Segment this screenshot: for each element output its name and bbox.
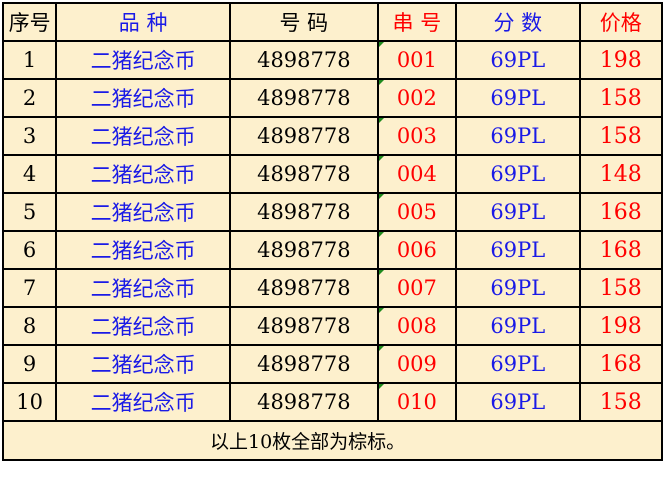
price-cell: 158 (578, 116, 664, 156)
price-cell: 198 (578, 306, 664, 346)
price-cell: 198 (578, 40, 664, 80)
variety-cell: 二猪纪念币 (55, 40, 232, 80)
code-cell: 4898778 (229, 78, 379, 118)
header-grade: 分 数 (455, 2, 581, 42)
price-cell: 158 (578, 78, 664, 118)
table-row: 1 二猪纪念币 4898778 001 69PL 198 (1, 40, 664, 80)
grade-cell: 69PL (455, 230, 581, 270)
price-cell: 158 (578, 382, 664, 422)
table-row: 5 二猪纪念币 4898778 005 69PL 168 (1, 192, 664, 232)
header-serial: 串 号 (376, 2, 458, 42)
grade-cell: 69PL (455, 268, 581, 308)
row-number: 10 (1, 382, 58, 422)
variety-cell: 二猪纪念币 (55, 192, 232, 232)
header-code: 号 码 (229, 2, 379, 42)
variety-cell: 二猪纪念币 (55, 116, 232, 156)
header-variety: 品 种 (55, 2, 232, 42)
code-cell: 4898778 (229, 306, 379, 346)
row-number: 5 (1, 192, 58, 232)
grade-cell: 69PL (455, 116, 581, 156)
table-row: 9 二猪纪念币 4898778 009 69PL 168 (1, 344, 664, 384)
serial-cell: 003 (376, 116, 458, 156)
grade-cell: 69PL (455, 154, 581, 194)
table-row: 4 二猪纪念币 4898778 004 69PL 148 (1, 154, 664, 194)
serial-cell: 004 (376, 154, 458, 194)
code-cell: 4898778 (229, 192, 379, 232)
serial-cell: 005 (376, 192, 458, 232)
code-cell: 4898778 (229, 40, 379, 80)
code-cell: 4898778 (229, 230, 379, 270)
table-row: 8 二猪纪念币 4898778 008 69PL 198 (1, 306, 664, 346)
code-cell: 4898778 (229, 116, 379, 156)
code-cell: 4898778 (229, 268, 379, 308)
variety-cell: 二猪纪念币 (55, 382, 232, 422)
price-cell: 168 (578, 344, 664, 384)
table-row: 7 二猪纪念币 4898778 007 69PL 158 (1, 268, 664, 308)
row-number: 9 (1, 344, 58, 384)
footer-note: 以上10枚全部为棕标。 (2, 420, 663, 461)
table-row: 10 二猪纪念币 4898778 010 69PL 158 (1, 382, 664, 422)
variety-cell: 二猪纪念币 (55, 268, 232, 308)
variety-cell: 二猪纪念币 (55, 230, 232, 270)
row-number: 1 (1, 40, 58, 80)
header-price: 价格 (578, 2, 664, 42)
variety-cell: 二猪纪念币 (55, 78, 232, 118)
serial-cell: 007 (376, 268, 458, 308)
price-cell: 148 (578, 154, 664, 194)
grade-cell: 69PL (455, 306, 581, 346)
grade-cell: 69PL (455, 344, 581, 384)
price-cell: 158 (578, 268, 664, 308)
price-cell: 168 (578, 230, 664, 270)
grade-cell: 69PL (455, 382, 581, 422)
serial-cell: 008 (376, 306, 458, 346)
grade-cell: 69PL (455, 40, 581, 80)
variety-cell: 二猪纪念币 (55, 344, 232, 384)
header-row: 序号 品 种 号 码 串 号 分 数 价格 (1, 2, 664, 42)
row-number: 4 (1, 154, 58, 194)
grade-cell: 69PL (455, 78, 581, 118)
code-cell: 4898778 (229, 344, 379, 384)
serial-cell: 006 (376, 230, 458, 270)
variety-cell: 二猪纪念币 (55, 306, 232, 346)
table-row: 6 二猪纪念币 4898778 006 69PL 168 (1, 230, 664, 270)
row-number: 7 (1, 268, 58, 308)
coin-price-table: 序号 品 种 号 码 串 号 分 数 价格 1 二猪纪念币 4898778 001 69… (1, 2, 664, 461)
code-cell: 4898778 (229, 382, 379, 422)
header-no: 序号 (1, 2, 58, 42)
serial-cell: 009 (376, 344, 458, 384)
table-row: 3 二猪纪念币 4898778 003 69PL 158 (1, 116, 664, 156)
price-cell: 168 (578, 192, 664, 232)
grade-cell: 69PL (455, 192, 581, 232)
code-cell: 4898778 (229, 154, 379, 194)
footer-row: 以上10枚全部为棕标。 (2, 420, 663, 461)
table-row: 2 二猪纪念币 4898778 002 69PL 158 (1, 78, 664, 118)
row-number: 2 (1, 78, 58, 118)
serial-cell: 002 (376, 78, 458, 118)
serial-cell: 010 (376, 382, 458, 422)
variety-cell: 二猪纪念币 (55, 154, 232, 194)
row-number: 3 (1, 116, 58, 156)
row-number: 8 (1, 306, 58, 346)
serial-cell: 001 (376, 40, 458, 80)
row-number: 6 (1, 230, 58, 270)
